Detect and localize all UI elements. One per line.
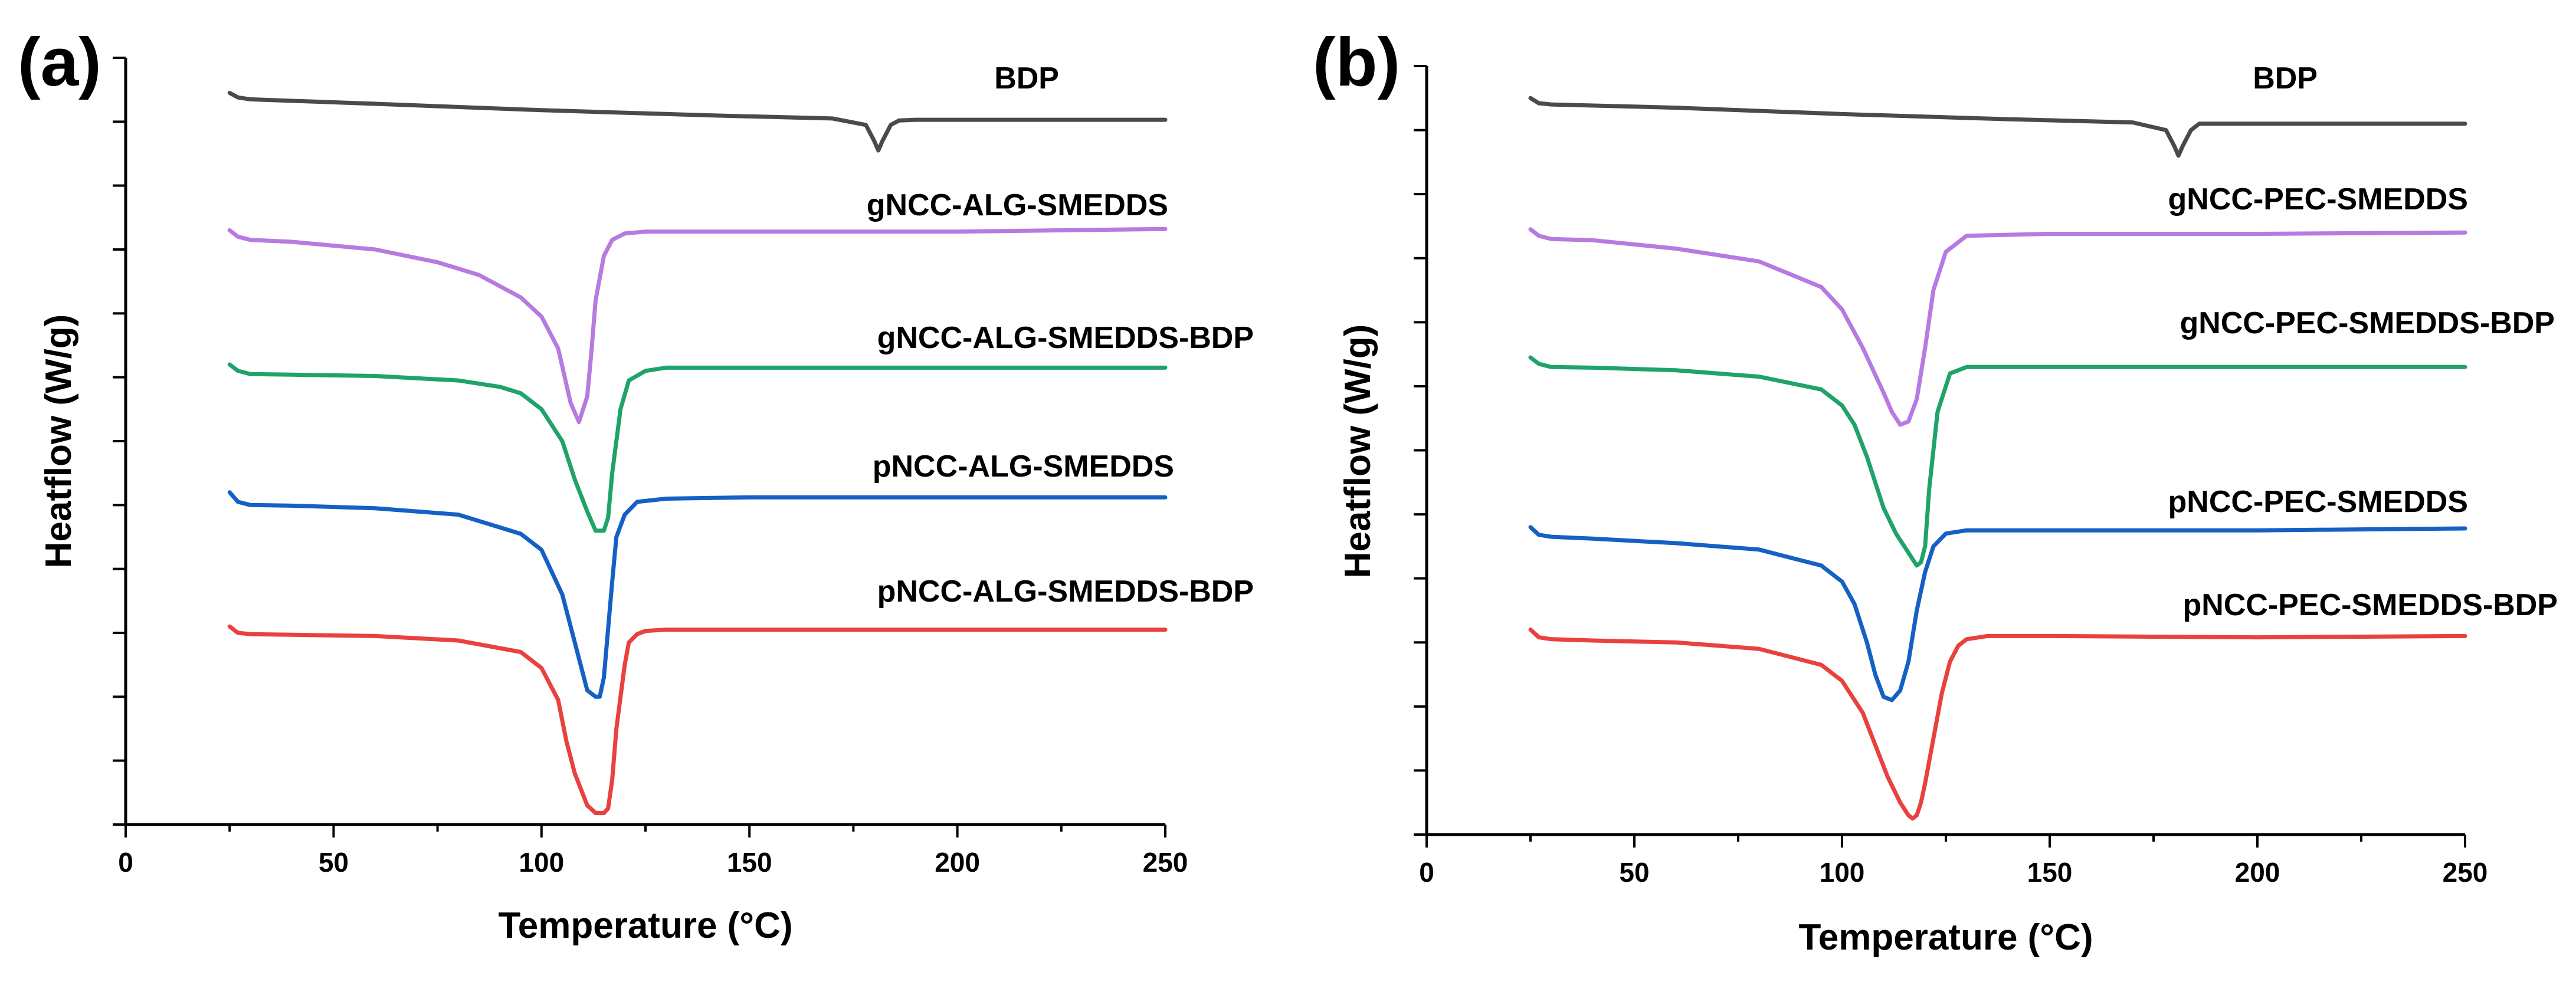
- x-axis-title: Temperature (°C): [1798, 917, 2093, 958]
- x-tick-label: 0: [1419, 857, 1434, 888]
- x-tick-label: 0: [118, 847, 133, 878]
- series-label: pNCC-PEC-SMEDDS-BDP: [2182, 588, 2558, 622]
- series-line: [1528, 96, 2467, 158]
- x-axis-title: Temperature (°C): [498, 905, 792, 946]
- series-line: [1528, 355, 2467, 568]
- y-axis-title: Heatflow (W/g): [1338, 324, 1378, 579]
- series-line: [227, 226, 1168, 424]
- series-label: gNCC-PEC-SMEDDS: [2168, 182, 2468, 216]
- panel-b: (b) 0 50 100 150 200 250 BDP gNCC-PEC-SMEDDS gN…: [1313, 24, 2558, 958]
- series-line: [227, 490, 1168, 699]
- x-tick-label: 150: [2027, 857, 2073, 888]
- curves: [227, 91, 1168, 815]
- x-tick-label: 200: [2235, 857, 2280, 888]
- x-ticks: 0 50 100 150 200 250: [1419, 835, 2487, 888]
- x-tick-label: 100: [1820, 857, 1865, 888]
- x-ticks: 0 50 100 150 200 250: [118, 825, 1188, 878]
- curves: [1528, 96, 2467, 821]
- series-line: [227, 624, 1168, 815]
- y-ticks: [113, 57, 126, 826]
- x-tick-label: 150: [727, 847, 772, 878]
- series-label: gNCC-ALG-SMEDDS: [867, 188, 1168, 222]
- series-label: gNCC-ALG-SMEDDS-BDP: [877, 321, 1254, 355]
- series-label: pNCC-ALG-SMEDDS: [873, 449, 1174, 484]
- y-ticks: [1414, 65, 1427, 836]
- series-label: BDP: [2253, 61, 2318, 96]
- x-tick-label: 200: [935, 847, 980, 878]
- panel-label: (a): [18, 24, 101, 100]
- series-label: gNCC-PEC-SMEDDS-BDP: [2180, 306, 2555, 340]
- series-labels: BDP gNCC-ALG-SMEDDS gNCC-ALG-SMEDDS-BDP pNC…: [867, 61, 1254, 609]
- series-line: [1528, 227, 2467, 427]
- series-line: [227, 362, 1168, 533]
- series-line: [1528, 525, 2467, 702]
- series-label: BDP: [994, 61, 1059, 96]
- x-tick-label: 250: [2443, 857, 2488, 888]
- series-line: [227, 91, 1168, 153]
- series-label: pNCC-PEC-SMEDDS: [2168, 485, 2468, 519]
- y-axis-title: Heatflow (W/g): [38, 314, 79, 569]
- x-tick-label: 50: [319, 847, 349, 878]
- series-line: [1528, 628, 2467, 821]
- series-labels: BDP gNCC-PEC-SMEDDS gNCC-PEC-SMEDDS-BDP pNC…: [2168, 61, 2558, 622]
- panel-a: (a) 0 50 100 150 200 250 BDP gNCC-ALG-SMEDDS gN…: [18, 24, 1254, 946]
- x-tick-label: 250: [1143, 847, 1188, 878]
- x-tick-label: 100: [519, 847, 564, 878]
- panel-label: (b): [1313, 24, 1400, 100]
- series-label: pNCC-ALG-SMEDDS-BDP: [877, 574, 1254, 609]
- x-tick-label: 50: [1619, 857, 1649, 888]
